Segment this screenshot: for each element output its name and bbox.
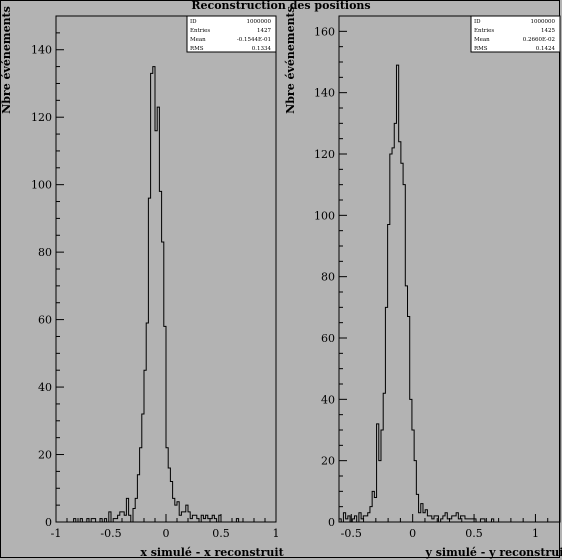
stats-box xyxy=(470,15,561,53)
histogram-bin xyxy=(419,513,421,522)
stats-label: Entries xyxy=(474,28,494,34)
stats-value: 1000000 xyxy=(531,19,556,25)
y-tick-label: 20 xyxy=(38,449,52,462)
x-axis-label: y simulé - y reconstruit xyxy=(424,546,562,559)
y-tick-label: 100 xyxy=(314,209,335,222)
histogram-bin xyxy=(405,286,407,522)
histogram-bin xyxy=(394,123,396,522)
x-tick-label: 1 xyxy=(532,527,539,540)
y-tick-label: 120 xyxy=(314,148,335,161)
y-tick-label: 140 xyxy=(31,44,52,57)
x-axis-label: x simulé - x reconstruit xyxy=(140,546,284,559)
plot-area-frame xyxy=(338,15,561,523)
stats-value: -0.1544E-01 xyxy=(237,37,271,43)
y-tick-label: 20 xyxy=(321,455,335,468)
histogram-bin xyxy=(379,461,381,522)
stats-label: Mean xyxy=(190,37,206,43)
y-tick-label: 40 xyxy=(38,381,52,394)
y-tick-label: 140 xyxy=(314,87,335,100)
stats-label: ID xyxy=(190,19,197,25)
y-tick-label: 40 xyxy=(321,393,335,406)
stats-label: RMS xyxy=(474,46,488,52)
histogram-bin xyxy=(401,163,403,522)
histogram-bin xyxy=(366,516,368,522)
stats-label: Entries xyxy=(190,28,210,34)
y-tick-label: 100 xyxy=(31,179,52,192)
x-tick-label: 0 xyxy=(409,527,416,540)
y-tick-label: 60 xyxy=(321,332,335,345)
stats-value: 1000000 xyxy=(247,19,272,25)
stats-label: Mean xyxy=(474,37,490,43)
x-tick-label: 0 xyxy=(163,527,170,540)
y-tick-label: 120 xyxy=(31,111,52,124)
stats-value: 1425 xyxy=(541,28,555,34)
stats-label: RMS xyxy=(190,46,204,52)
y-tick-label: 0 xyxy=(328,516,335,529)
histogram-bin xyxy=(427,516,429,522)
x-tick-label: -0.5 xyxy=(341,527,362,540)
y-tick-label: 60 xyxy=(38,314,52,327)
histogram-bin xyxy=(454,516,456,522)
histogram-outline xyxy=(56,66,276,523)
stats-label: ID xyxy=(474,19,481,25)
histogram-bin xyxy=(392,148,394,522)
x-tick-label: -0.5 xyxy=(100,527,121,540)
stats-box xyxy=(186,15,277,53)
figure-title: Reconstruction des positions xyxy=(191,0,371,12)
stats-value: 0.2660E-02 xyxy=(523,37,555,43)
stats-value: 0.1424 xyxy=(536,46,556,52)
y-tick-label: 80 xyxy=(38,246,52,259)
y-tick-label: 160 xyxy=(314,25,335,38)
x-tick-label: -1 xyxy=(51,527,62,540)
x-tick-label: 1 xyxy=(273,527,280,540)
histogram-bin xyxy=(399,142,401,522)
y-axis-label: Nbre événements xyxy=(0,6,13,114)
stats-value: 0.1334 xyxy=(252,46,272,52)
x-tick-label: 0.5 xyxy=(212,527,230,540)
y-axis-label: Nbre événements xyxy=(284,6,297,114)
y-tick-label: 80 xyxy=(321,271,335,284)
stats-value: 1427 xyxy=(257,28,271,34)
x-tick-label: 0.5 xyxy=(465,527,483,540)
histogram-outline xyxy=(338,64,560,523)
y-tick-label: 0 xyxy=(45,516,52,529)
